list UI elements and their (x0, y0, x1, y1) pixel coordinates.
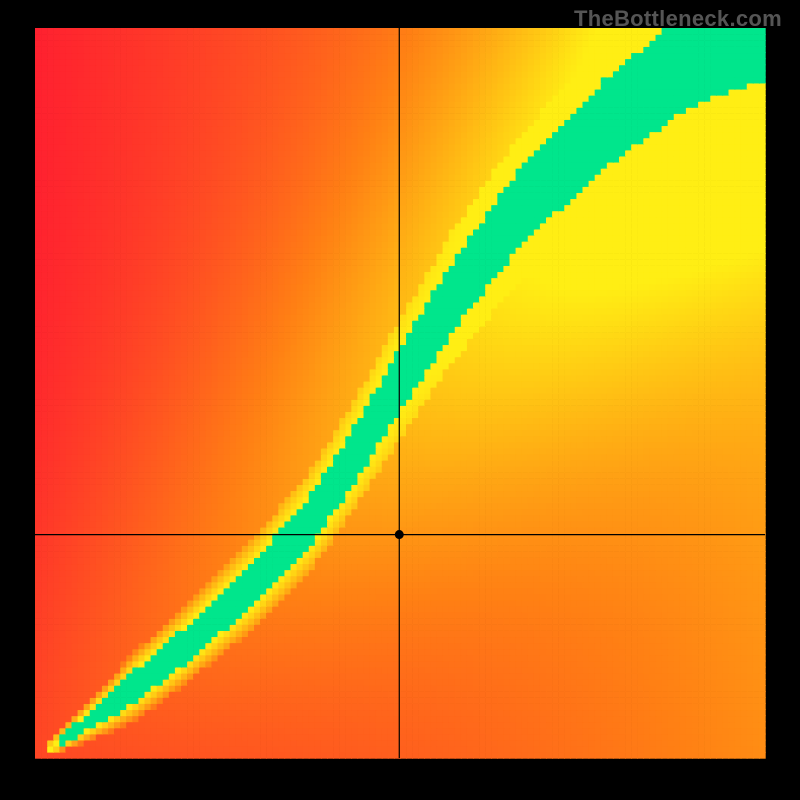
chart-container: { "watermark": "TheBottleneck.com", "cha… (0, 0, 800, 800)
bottleneck-heatmap (0, 0, 800, 800)
watermark-text: TheBottleneck.com (574, 6, 782, 32)
